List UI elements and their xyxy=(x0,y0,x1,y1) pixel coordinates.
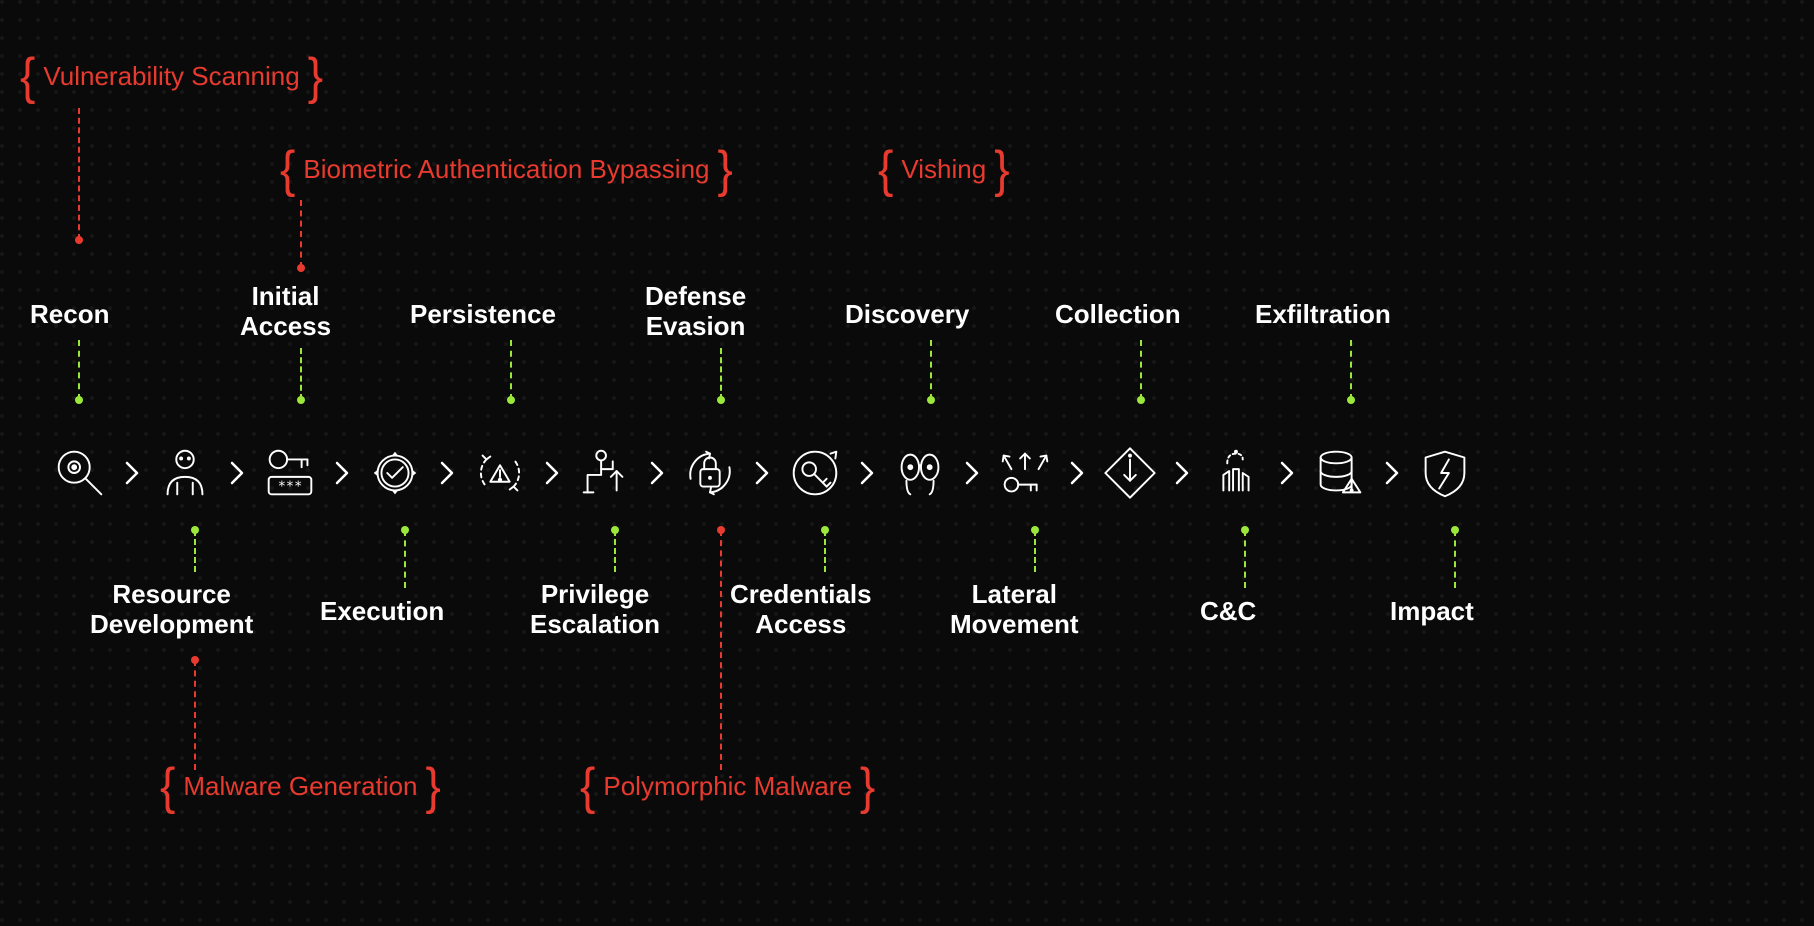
chevron-right-icon xyxy=(542,458,562,488)
callout-label: Polymorphic Malware xyxy=(595,771,860,802)
bracket-right-icon: } xyxy=(426,768,441,803)
bracket-right-icon: } xyxy=(308,58,323,93)
connector-red xyxy=(78,108,80,240)
chevron-right-icon xyxy=(437,458,457,488)
callout-label: Malware Generation xyxy=(175,771,425,802)
connector-green xyxy=(1244,530,1246,588)
stage-label-initial-access: Initial Access xyxy=(240,282,331,342)
connector-green xyxy=(930,340,932,400)
bracket-left-icon: { xyxy=(280,151,295,186)
connector-red xyxy=(720,530,722,770)
chevron-right-icon xyxy=(122,458,142,488)
bracket-left-icon: { xyxy=(878,151,893,186)
callout-malware-generation: { Malware Generation } xyxy=(160,770,441,802)
connector-green xyxy=(1140,340,1142,400)
stage-label-persistence: Persistence xyxy=(410,300,556,330)
connector-green xyxy=(720,348,722,400)
cnc-icon xyxy=(1200,438,1270,508)
chevron-right-icon xyxy=(227,458,247,488)
exfiltration-icon xyxy=(1305,438,1375,508)
stage-label-credentials-access: Credentials Access xyxy=(730,580,872,640)
stage-label-recon: Recon xyxy=(30,300,109,330)
connector-green xyxy=(1350,340,1352,400)
connector-green xyxy=(300,348,302,400)
connector-green xyxy=(824,530,826,572)
stage-label-lateral-movement: Lateral Movement xyxy=(950,580,1079,640)
callout-polymorphic-malware: { Polymorphic Malware } xyxy=(580,770,875,802)
connector-green xyxy=(404,530,406,588)
resource-dev-icon xyxy=(150,438,220,508)
chevron-right-icon xyxy=(1277,458,1297,488)
stage-label-impact: Impact xyxy=(1390,597,1474,627)
callout-vishing: { Vishing } xyxy=(878,153,1010,185)
collection-icon xyxy=(1095,438,1165,508)
stage-label-exfiltration: Exfiltration xyxy=(1255,300,1391,330)
connector-red xyxy=(194,660,196,770)
bracket-left-icon: { xyxy=(20,58,35,93)
connector-green xyxy=(510,340,512,400)
callout-label: Vishing xyxy=(893,154,994,185)
chevron-right-icon xyxy=(962,458,982,488)
lateral-movement-icon xyxy=(990,438,1060,508)
persistence-icon xyxy=(465,438,535,508)
impact-icon xyxy=(1410,438,1480,508)
chevron-right-icon xyxy=(1172,458,1192,488)
chevron-right-icon xyxy=(1382,458,1402,488)
connector-red xyxy=(300,200,302,268)
execution-icon xyxy=(360,438,430,508)
stage-label-privilege-escalation: Privilege Escalation xyxy=(530,580,660,640)
connector-green xyxy=(78,340,80,400)
stage-label-collection: Collection xyxy=(1055,300,1181,330)
chevron-right-icon xyxy=(1067,458,1087,488)
stage-label-resource-dev: Resource Development xyxy=(90,580,253,640)
connector-green xyxy=(1454,530,1456,588)
discovery-icon xyxy=(885,438,955,508)
bracket-left-icon: { xyxy=(160,768,175,803)
connector-green xyxy=(194,530,196,572)
chevron-right-icon xyxy=(752,458,772,488)
callout-vulnerability-scanning: { Vulnerability Scanning } xyxy=(20,60,323,92)
credentials-access-icon xyxy=(780,438,850,508)
bracket-right-icon: } xyxy=(994,151,1009,186)
connector-green xyxy=(1034,530,1036,572)
chevron-right-icon xyxy=(857,458,877,488)
privilege-escalation-icon xyxy=(570,438,640,508)
callout-biometric-bypassing: { Biometric Authentication Bypassing } xyxy=(280,153,733,185)
callout-label: Biometric Authentication Bypassing xyxy=(295,154,717,185)
stage-label-cnc: C&C xyxy=(1200,597,1256,627)
chevron-right-icon xyxy=(647,458,667,488)
bracket-right-icon: } xyxy=(860,768,875,803)
svg-text:***: *** xyxy=(278,478,302,494)
callout-label: Vulnerability Scanning xyxy=(35,61,307,92)
chevron-right-icon xyxy=(332,458,352,488)
defense-evasion-icon xyxy=(675,438,745,508)
stage-label-defense-evasion: Defense Evasion xyxy=(645,282,746,342)
stage-label-discovery: Discovery xyxy=(845,300,969,330)
connector-green xyxy=(614,530,616,572)
bracket-left-icon: { xyxy=(580,768,595,803)
initial-access-icon: *** xyxy=(255,438,325,508)
bracket-right-icon: } xyxy=(718,151,733,186)
stage-label-execution: Execution xyxy=(320,597,444,627)
recon-icon xyxy=(45,438,115,508)
